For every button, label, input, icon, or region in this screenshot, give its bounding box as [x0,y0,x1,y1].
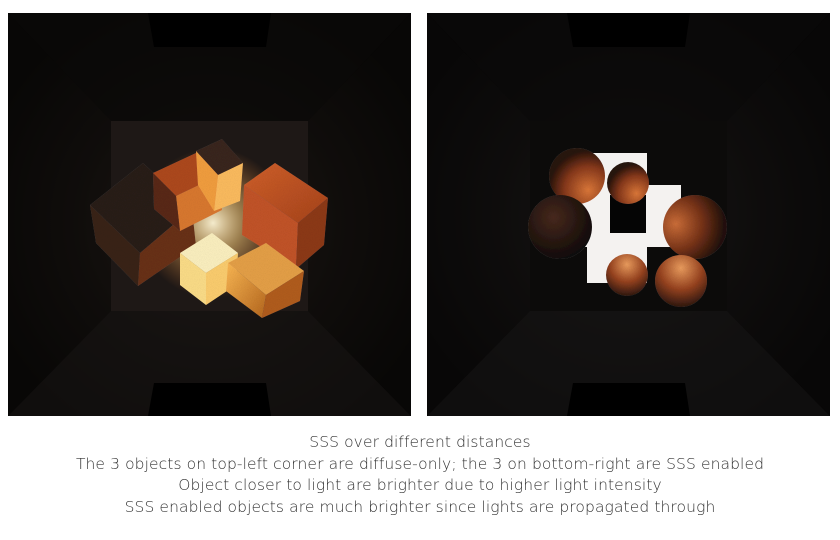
render-spheres [427,13,830,416]
caption-line-3: SSS enabled objects are much brighter si… [124,497,716,516]
sphere-bottom-center [606,254,648,296]
room-left-wall [8,13,111,416]
sphere-left [528,195,592,259]
sphere-right [663,195,727,259]
room-ceiling [8,13,411,121]
room-ceiling [427,13,830,121]
top-light-opening [148,13,271,47]
sphere-top-left [549,148,605,204]
sss-cube-yellow [226,243,304,318]
bottom-light-opening [567,383,690,416]
caption-line-2: Object closer to light are brighter due … [178,476,662,494]
room-floor [427,311,830,416]
room-right-wall [727,13,830,416]
sss-cube-large [242,163,328,269]
render-spheres-image [427,13,830,416]
diffuse-cube-small [196,139,243,211]
room-floor [8,311,411,416]
top-light-opening [567,13,690,47]
bottom-light-opening [148,383,271,416]
caption-title: SSS over different distances [309,433,531,451]
figure-caption: SSS over different distances The 3 objec… [0,432,840,518]
sphere-top-center [607,162,649,204]
sphere-bottom-right [655,255,707,307]
caption-line-1: The 3 objects on top-left corner are dif… [75,454,765,473]
render-cubes [8,13,411,416]
render-cubes-image [8,13,411,416]
room-left-wall [427,13,530,416]
room-right-wall [308,13,411,416]
